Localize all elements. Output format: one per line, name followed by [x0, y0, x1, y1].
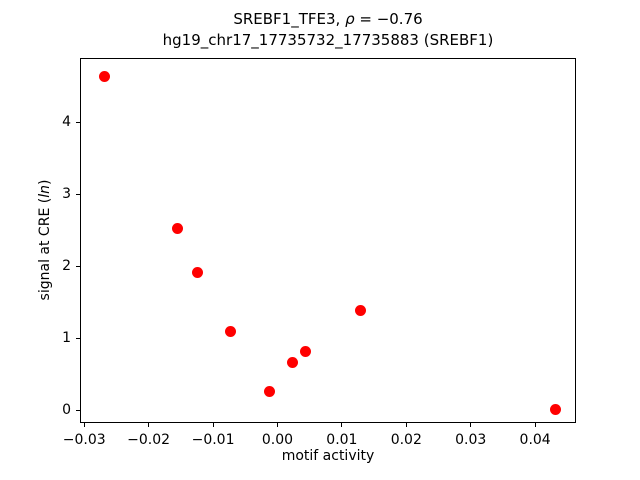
- x-axis-tick-label: 0.00: [261, 432, 294, 448]
- scatter-data-point: [224, 326, 236, 338]
- y-axis-label-suffix: ): [37, 179, 53, 186]
- scatter-data-point: [300, 345, 312, 357]
- x-axis-tick-label: −0.03: [62, 432, 106, 448]
- scatter-data-point: [192, 266, 204, 278]
- scatter-data-point: [286, 356, 298, 368]
- chart-title-line2: hg19_chr17_17735732_17735883 (SREBF1): [162, 31, 494, 49]
- x-axis-label: motif activity: [281, 448, 375, 464]
- scatter-data-point: [172, 222, 184, 234]
- chart-title-line1: SREBF1_TFE3, ρ = −0.76: [80, 9, 576, 30]
- chart-title: SREBF1_TFE3, ρ = −0.76 hg19_chr17_177357…: [80, 9, 576, 51]
- x-axis-tick: [212, 423, 214, 427]
- x-axis-tick-label: 0.04: [519, 432, 551, 448]
- scatter-data-point: [98, 70, 110, 82]
- x-axis-tick-label: 0.03: [455, 432, 487, 448]
- x-axis-tick-label: −0.02: [127, 432, 171, 448]
- x-axis-tick: [276, 423, 278, 427]
- y-axis-tick: [76, 409, 80, 411]
- x-axis-tick-label: 0.01: [326, 432, 358, 448]
- scatter-data-point: [355, 304, 367, 316]
- scatter-data-point: [263, 386, 275, 398]
- chart-title-line1-prefix: SREBF1_TFE3,: [233, 10, 346, 28]
- y-axis-tick: [76, 193, 80, 195]
- x-axis-tick: [470, 423, 472, 427]
- y-axis-tick-label: 2: [62, 258, 71, 275]
- x-axis-tick: [405, 423, 407, 427]
- x-axis-tick-label: −0.01: [191, 432, 235, 448]
- chart-title-line1-value: = −0.76: [354, 10, 423, 28]
- x-axis-tick: [534, 423, 536, 427]
- y-axis-tick: [76, 121, 80, 123]
- y-axis-tick: [76, 337, 80, 339]
- y-axis-tick: [76, 265, 80, 267]
- x-axis-tick: [341, 423, 343, 427]
- x-axis-tick: [148, 423, 150, 427]
- y-axis-tick-label: 1: [62, 330, 71, 347]
- scatter-data-point: [549, 404, 561, 416]
- y-axis-tick-label: 0: [62, 402, 71, 419]
- rho-symbol: ρ: [345, 10, 355, 28]
- y-axis-tick-label: 4: [62, 114, 71, 131]
- y-axis-tick-label: 3: [62, 186, 71, 203]
- x-axis-tick-label: 0.02: [390, 432, 422, 448]
- y-axis-label-prefix: signal at CRE (: [37, 197, 53, 301]
- x-axis-tick: [83, 423, 85, 427]
- plot-area: −0.03 −0.02 −0.01 0.00 0.01 0.02 0.03 0.04 0 1 2 3 4: [62, 58, 576, 447]
